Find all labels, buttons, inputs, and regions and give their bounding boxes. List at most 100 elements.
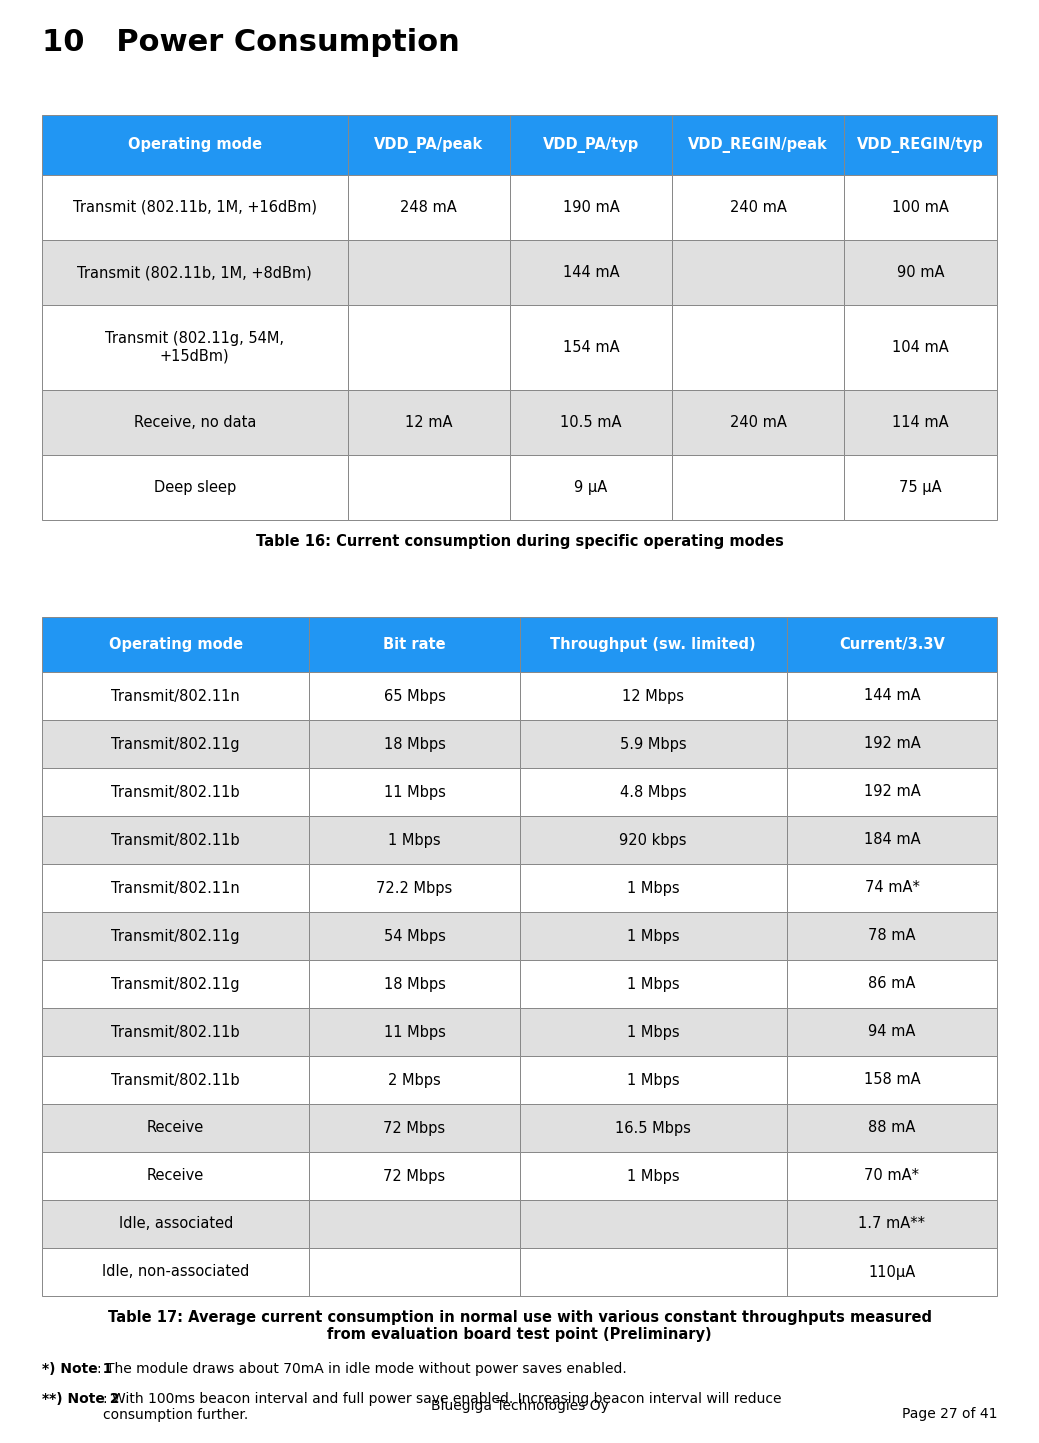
Text: Transmit/802.11g: Transmit/802.11g — [111, 736, 240, 752]
FancyBboxPatch shape — [787, 1152, 997, 1201]
FancyBboxPatch shape — [510, 115, 672, 175]
Text: 9 μA: 9 μA — [575, 481, 608, 495]
FancyBboxPatch shape — [520, 1104, 787, 1152]
FancyBboxPatch shape — [42, 390, 348, 455]
Text: 104 mA: 104 mA — [893, 341, 949, 355]
Text: 4.8 Mbps: 4.8 Mbps — [620, 785, 687, 799]
Text: 75 μA: 75 μA — [900, 481, 942, 495]
FancyBboxPatch shape — [845, 175, 997, 240]
Text: 54 Mbps: 54 Mbps — [383, 928, 446, 944]
Text: 94 mA: 94 mA — [869, 1025, 915, 1039]
FancyBboxPatch shape — [42, 115, 348, 175]
FancyBboxPatch shape — [42, 455, 348, 519]
FancyBboxPatch shape — [845, 240, 997, 304]
FancyBboxPatch shape — [310, 1201, 520, 1248]
Text: 88 mA: 88 mA — [869, 1121, 915, 1136]
Text: 184 mA: 184 mA — [863, 833, 921, 847]
Text: 144 mA: 144 mA — [863, 688, 921, 704]
FancyBboxPatch shape — [348, 240, 510, 304]
FancyBboxPatch shape — [42, 618, 310, 672]
Text: Operating mode: Operating mode — [109, 636, 243, 652]
Text: *) Note 1: *) Note 1 — [42, 1362, 112, 1377]
Text: 72 Mbps: 72 Mbps — [383, 1121, 446, 1136]
Text: Transmit/802.11g: Transmit/802.11g — [111, 928, 240, 944]
FancyBboxPatch shape — [520, 720, 787, 768]
Text: Bit rate: Bit rate — [383, 636, 446, 652]
FancyBboxPatch shape — [348, 175, 510, 240]
FancyBboxPatch shape — [787, 815, 997, 864]
FancyBboxPatch shape — [348, 115, 510, 175]
FancyBboxPatch shape — [672, 115, 845, 175]
FancyBboxPatch shape — [520, 672, 787, 720]
Text: Receive, no data: Receive, no data — [134, 416, 256, 430]
FancyBboxPatch shape — [348, 304, 510, 390]
Text: Transmit/802.11g: Transmit/802.11g — [111, 977, 240, 991]
FancyBboxPatch shape — [520, 768, 787, 815]
FancyBboxPatch shape — [310, 960, 520, 1009]
FancyBboxPatch shape — [510, 390, 672, 455]
FancyBboxPatch shape — [787, 864, 997, 912]
Text: 10.5 mA: 10.5 mA — [560, 416, 622, 430]
Text: 12 Mbps: 12 Mbps — [622, 688, 685, 704]
Text: 65 Mbps: 65 Mbps — [383, 688, 446, 704]
Text: 90 mA: 90 mA — [897, 266, 944, 280]
Text: **) Note 2: **) Note 2 — [42, 1392, 119, 1405]
FancyBboxPatch shape — [672, 455, 845, 519]
FancyBboxPatch shape — [845, 304, 997, 390]
FancyBboxPatch shape — [672, 175, 845, 240]
Text: 1.7 mA**: 1.7 mA** — [858, 1216, 926, 1231]
FancyBboxPatch shape — [310, 618, 520, 672]
Text: 158 mA: 158 mA — [863, 1072, 921, 1088]
Text: 72 Mbps: 72 Mbps — [383, 1169, 446, 1183]
Text: 190 mA: 190 mA — [563, 201, 619, 215]
Text: Transmit/802.11b: Transmit/802.11b — [111, 1025, 240, 1039]
Text: Deep sleep: Deep sleep — [154, 481, 236, 495]
FancyBboxPatch shape — [42, 1248, 310, 1296]
FancyBboxPatch shape — [42, 1104, 310, 1152]
FancyBboxPatch shape — [520, 960, 787, 1009]
FancyBboxPatch shape — [42, 175, 348, 240]
FancyBboxPatch shape — [310, 1152, 520, 1201]
Text: Table 16: Current consumption during specific operating modes: Table 16: Current consumption during spe… — [256, 534, 783, 548]
FancyBboxPatch shape — [520, 618, 787, 672]
Text: Throughput (sw. limited): Throughput (sw. limited) — [551, 636, 756, 652]
FancyBboxPatch shape — [787, 912, 997, 960]
FancyBboxPatch shape — [787, 1009, 997, 1056]
FancyBboxPatch shape — [310, 1104, 520, 1152]
FancyBboxPatch shape — [845, 115, 997, 175]
Text: Operating mode: Operating mode — [128, 137, 262, 153]
Text: VDD_REGIN/typ: VDD_REGIN/typ — [857, 137, 984, 153]
Text: Table 17: Average current consumption in normal use with various constant throug: Table 17: Average current consumption in… — [107, 1310, 932, 1342]
Text: 248 mA: 248 mA — [400, 201, 457, 215]
Text: 18 Mbps: 18 Mbps — [383, 736, 446, 752]
Text: 5.9 Mbps: 5.9 Mbps — [620, 736, 687, 752]
Text: 12 mA: 12 mA — [405, 416, 453, 430]
Text: 70 mA*: 70 mA* — [864, 1169, 920, 1183]
Text: 192 mA: 192 mA — [863, 736, 921, 752]
FancyBboxPatch shape — [42, 1056, 310, 1104]
Text: VDD_PA/typ: VDD_PA/typ — [543, 137, 639, 153]
FancyBboxPatch shape — [520, 1056, 787, 1104]
FancyBboxPatch shape — [42, 768, 310, 815]
Text: 86 mA: 86 mA — [869, 977, 915, 991]
FancyBboxPatch shape — [42, 720, 310, 768]
FancyBboxPatch shape — [787, 720, 997, 768]
Text: Page 27 of 41: Page 27 of 41 — [902, 1407, 997, 1421]
Text: 192 mA: 192 mA — [863, 785, 921, 799]
Text: 1 Mbps: 1 Mbps — [627, 1169, 680, 1183]
FancyBboxPatch shape — [520, 864, 787, 912]
FancyBboxPatch shape — [520, 1248, 787, 1296]
FancyBboxPatch shape — [520, 1201, 787, 1248]
FancyBboxPatch shape — [310, 815, 520, 864]
Text: 2 Mbps: 2 Mbps — [389, 1072, 441, 1088]
FancyBboxPatch shape — [42, 1201, 310, 1248]
Text: : The module draws about 70mA in idle mode without power saves enabled.: : The module draws about 70mA in idle mo… — [97, 1362, 627, 1377]
FancyBboxPatch shape — [520, 1152, 787, 1201]
Text: Receive: Receive — [148, 1169, 205, 1183]
FancyBboxPatch shape — [787, 960, 997, 1009]
FancyBboxPatch shape — [845, 390, 997, 455]
Text: 920 kbps: 920 kbps — [619, 833, 687, 847]
FancyBboxPatch shape — [310, 1009, 520, 1056]
FancyBboxPatch shape — [42, 864, 310, 912]
Text: 240 mA: 240 mA — [729, 201, 787, 215]
